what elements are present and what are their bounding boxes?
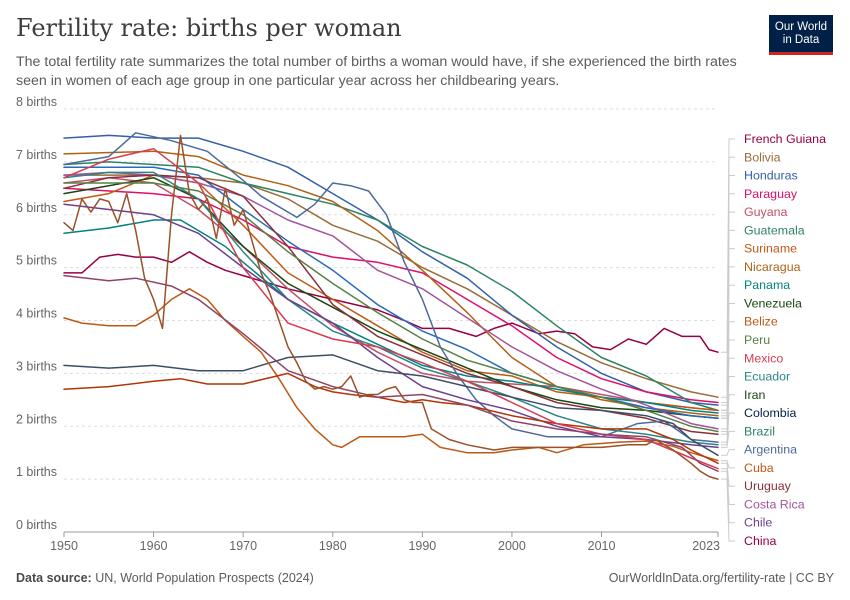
legend-label[interactable]: Nicaragua [744,260,801,274]
chart-title: Fertility rate: births per woman [16,14,402,42]
x-tick-label: 2023 [692,539,720,553]
x-tick-label: 2010 [588,539,616,553]
series-line-uruguay[interactable] [63,372,719,465]
legend-label[interactable]: Honduras [744,169,798,183]
legend-label[interactable]: Suriname [744,242,797,256]
url-license[interactable]: OurWorldInData.org/fertility-rate | CC B… [608,571,834,585]
legend-label[interactable]: China [744,534,776,548]
y-tick-label: 5 births [16,254,57,268]
series-line-venezuela[interactable] [63,176,719,420]
y-tick-label: 1 births [16,465,57,479]
x-tick-label: 1950 [50,539,78,553]
legend-connector [721,462,735,487]
legend-connector [721,449,735,456]
line-chart: 0 births 1 births 2 births 3 births 4 births… [16,95,826,553]
series-line-suriname[interactable] [63,174,719,412]
legend: French Guiana Bolivia Honduras Paraguay Guya… [721,132,826,548]
source-note: Data source: UN, World Population Prospe… [16,571,314,585]
y-tick-label: 6 births [16,201,57,215]
series-line-argentina[interactable] [63,354,719,457]
x-tick-label: 2000 [498,539,526,553]
legend-label[interactable]: Panama [744,278,790,292]
legend-label[interactable]: Colombia [744,406,796,420]
legend-connector [721,376,735,432]
x-axis: 1950 1960 1970 1980 1990 2000 2010 2023 [50,532,720,553]
legend-connector [721,412,735,446]
series-line-paraguay[interactable] [63,187,719,404]
series-line-brazil[interactable] [63,203,719,449]
legend-label[interactable]: Venezuela [744,296,802,310]
series-lines [63,132,719,480]
legend-label[interactable]: Belize [744,315,778,329]
legend-label[interactable]: Guatemala [744,223,805,237]
legend-connector [721,478,735,542]
series-line-cuba[interactable] [63,288,719,462]
x-tick-label: 1960 [140,539,168,553]
legend-label[interactable]: Mexico [744,351,783,365]
legend-label[interactable]: Cuba [744,461,774,475]
legend-label[interactable]: Paraguay [744,187,798,201]
legend-label[interactable]: Iran [744,388,765,402]
series-line-honduras[interactable] [63,134,719,406]
legend-label[interactable]: Ecuador [744,370,790,384]
source-label: Data source: [16,571,92,585]
x-tick-label: 1980 [319,539,347,553]
series-line-bolivia[interactable] [63,174,719,398]
series-line-french-guiana[interactable] [63,251,719,353]
y-tick-label: 4 births [16,307,57,321]
legend-label[interactable]: Argentina [744,443,797,457]
legend-label[interactable]: Guyana [744,205,788,219]
legend-connector [721,394,735,443]
chart-subtitle: The total fertility rate summarizes the … [16,54,737,89]
series-line-peru[interactable] [63,166,719,420]
series-line-iran[interactable] [63,132,719,443]
series-line-guyana[interactable] [63,176,719,412]
x-tick-label: 1970 [229,539,257,553]
legend-label[interactable]: Chile [744,516,772,530]
x-tick-label: 1990 [408,539,436,553]
legend-label[interactable]: Peru [744,333,770,347]
logo-line-1: Our World [774,21,828,33]
series-line-ecuador[interactable] [63,182,719,433]
series-line-belize[interactable] [63,171,719,430]
y-tick-label: 2 births [16,412,57,426]
owid-logo[interactable]: Our World in Data [769,15,833,55]
y-tick-label: 7 births [16,148,57,162]
legend-connector [721,460,735,469]
legend-label[interactable]: French Guiana [744,132,826,146]
series-line-china[interactable] [63,134,719,480]
y-tick-label: 8 births [16,95,57,109]
series-line-costa-rica[interactable] [63,147,719,470]
y-axis: 0 births 1 births 2 births 3 births 4 births… [16,95,57,532]
series-line-nicaragua[interactable] [63,150,719,417]
y-tick-label: 0 births [16,518,57,532]
y-tick-label: 3 births [16,359,57,373]
legend-label[interactable]: Uruguay [744,479,792,493]
legend-label[interactable]: Costa Rica [744,497,805,511]
legend-connector [721,430,735,448]
legend-label[interactable]: Brazil [744,424,775,438]
source-text[interactable]: UN, World Population Prospects (2024) [95,571,314,585]
series-line-colombia[interactable] [63,171,719,446]
legend-label[interactable]: Bolivia [744,150,781,164]
logo-line-2: in Data [782,33,820,46]
